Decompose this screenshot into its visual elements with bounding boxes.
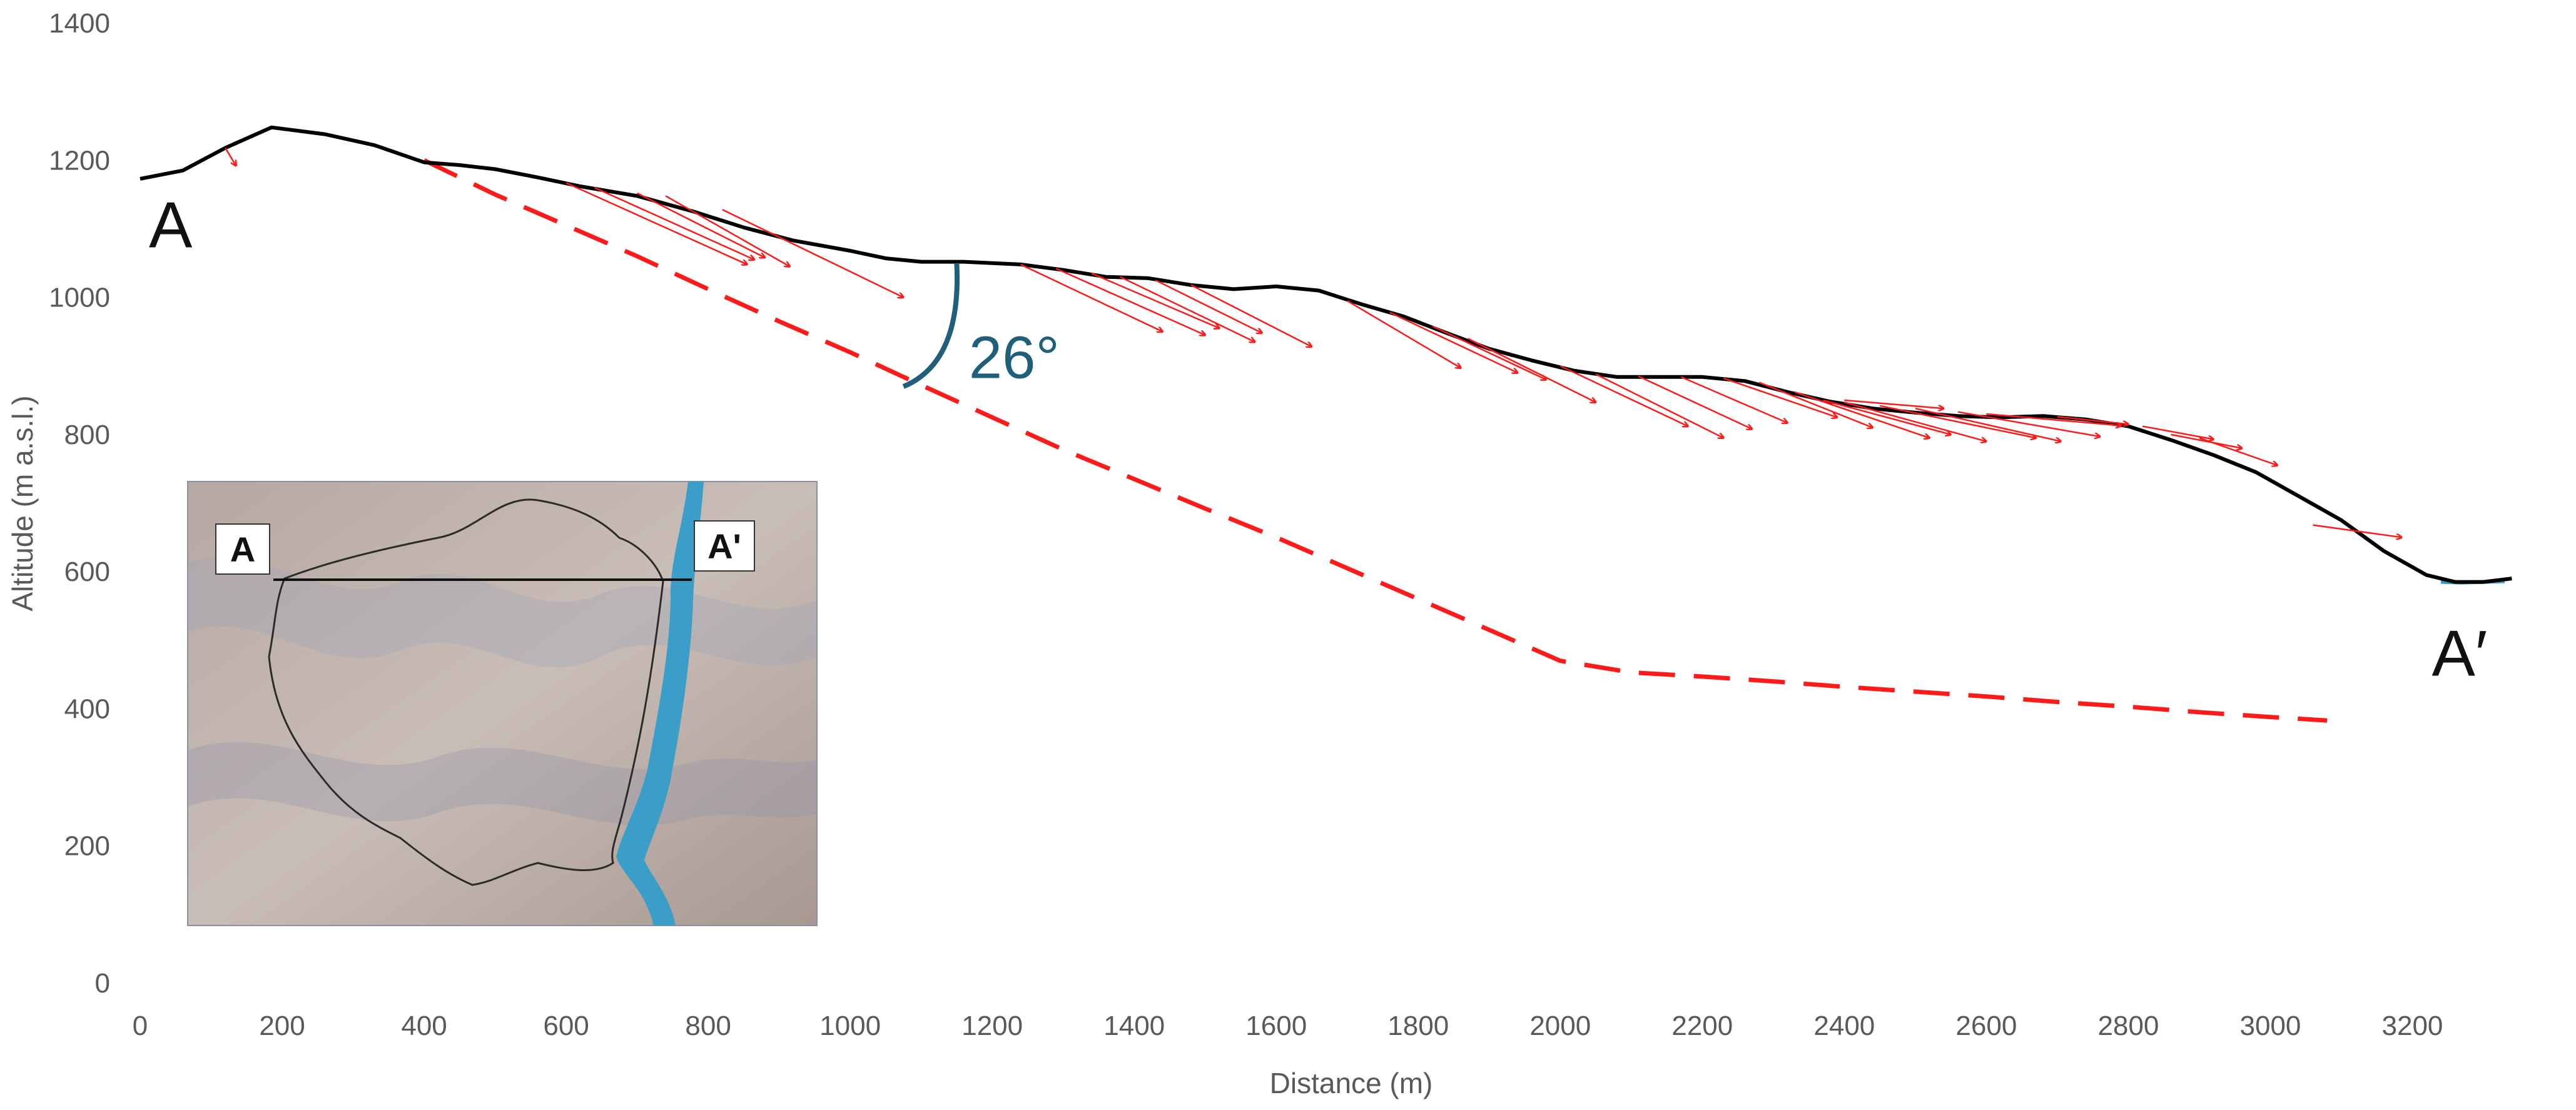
profile-label-a: A xyxy=(149,189,193,261)
x-tick-label: 1400 xyxy=(1103,1011,1165,1041)
displacement-vector xyxy=(665,195,790,266)
x-tick-label: 800 xyxy=(685,1011,731,1041)
x-tick-label: 1600 xyxy=(1245,1011,1307,1041)
displacement-vector xyxy=(2142,425,2214,440)
displacement-vector xyxy=(1822,399,1950,435)
displacement-vector xyxy=(1091,273,1219,328)
displacement-vector xyxy=(2313,524,2402,538)
displacement-vector xyxy=(1758,381,1873,428)
displacement-vector xyxy=(1020,263,1163,331)
x-tick-label: 400 xyxy=(401,1011,447,1041)
annotations: A A′ 26° xyxy=(149,189,2487,690)
x-tick-label: 1000 xyxy=(819,1011,881,1041)
failure-surface-line xyxy=(423,158,2328,723)
displacement-vector xyxy=(1155,280,1262,333)
series-layer xyxy=(139,125,2512,723)
displacement-vector xyxy=(565,182,747,264)
profile-label-a-prime: A′ xyxy=(2432,618,2488,690)
displacement-vector xyxy=(1190,284,1312,347)
slope-angle-arc xyxy=(902,263,960,389)
displacement-vector xyxy=(2171,433,2243,448)
x-tick-label: 1800 xyxy=(1387,1011,1449,1041)
x-tick-label: 2000 xyxy=(1529,1011,1591,1041)
inset-label-a-box xyxy=(215,523,270,575)
displacement-vector xyxy=(722,209,903,297)
landslide-outline xyxy=(268,498,664,886)
displacement-vector xyxy=(2199,437,2278,465)
displacement-vector xyxy=(1638,375,1752,429)
x-tick-label: 0 xyxy=(133,1011,148,1041)
displacement-vector xyxy=(594,187,754,260)
x-tick-label: 1200 xyxy=(961,1011,1023,1041)
inset-river xyxy=(616,482,704,926)
profile-line xyxy=(139,125,2512,584)
y-tick-label: 1400 xyxy=(49,8,110,39)
y-tick-label: 1000 xyxy=(49,283,110,313)
x-tick-label: 2600 xyxy=(1955,1011,2017,1041)
x-tick-label: 3200 xyxy=(2382,1011,2443,1041)
y-axis-title: Altitude (m a.s.l.) xyxy=(6,395,39,611)
inset-terrain-shading xyxy=(188,557,817,668)
inset-label-a-prime-box xyxy=(694,520,755,572)
displacement-vector xyxy=(1844,399,1944,408)
y-tick-label: 0 xyxy=(95,968,110,999)
displacement-vector xyxy=(1957,411,2100,436)
x-tick-label: 200 xyxy=(259,1011,305,1041)
displacement-vector xyxy=(1986,413,2121,426)
displacement-vector xyxy=(1794,391,1930,438)
displacement-vector xyxy=(637,192,765,258)
y-tick-label: 800 xyxy=(64,420,110,450)
displacement-vector xyxy=(1389,311,1518,373)
displacement-vector xyxy=(1723,377,1837,417)
displacement-vector xyxy=(225,147,236,166)
displacement-vector xyxy=(1879,405,2036,438)
slope-angle-label: 26° xyxy=(969,324,1060,391)
inset-label-a-prime: A' xyxy=(707,527,741,566)
inset-map: A A' xyxy=(187,481,818,926)
displacement-vector xyxy=(1680,376,1787,423)
displacement-vector xyxy=(1119,276,1255,342)
displacement-vectors xyxy=(225,147,2402,538)
x-axis-ticks: 0 200 400 600 800 1000 1200 1400 1600 1800 2000 220… xyxy=(133,1011,2443,1041)
displacement-vector xyxy=(1055,268,1205,335)
y-axis-ticks: 0 200 400 600 800 1000 1200 1400 xyxy=(49,8,110,999)
x-tick-label: 2400 xyxy=(1813,1011,1875,1041)
y-tick-label: 400 xyxy=(64,694,110,724)
displacement-vector xyxy=(2057,416,2129,424)
x-tick-label: 600 xyxy=(543,1011,589,1041)
displacement-vector xyxy=(1844,401,1986,441)
displacement-vector xyxy=(1559,365,1688,426)
x-tick-label: 2800 xyxy=(2097,1011,2159,1041)
x-axis-title: Distance (m) xyxy=(1270,1067,1433,1099)
inset-label-a: A xyxy=(230,530,255,569)
displacement-vector xyxy=(1347,300,1461,368)
y-tick-label: 200 xyxy=(64,831,110,862)
x-tick-label: 2200 xyxy=(1671,1011,1733,1041)
displacement-vector xyxy=(1915,407,2061,441)
y-tick-label: 600 xyxy=(64,557,110,587)
displacement-vector xyxy=(1595,373,1723,438)
displacement-vector xyxy=(1468,338,1596,402)
y-tick-label: 1200 xyxy=(49,145,110,176)
x-tick-label: 3000 xyxy=(2239,1011,2301,1041)
displacement-vector xyxy=(1432,325,1546,380)
